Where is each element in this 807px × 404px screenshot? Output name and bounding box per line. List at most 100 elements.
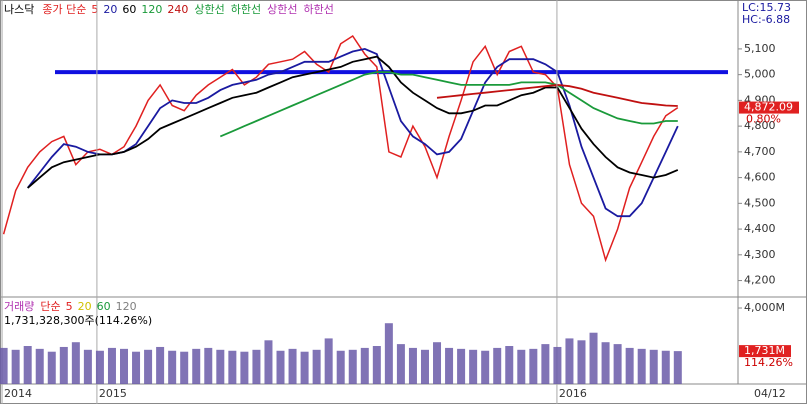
- legend-band: 하한선: [303, 2, 333, 16]
- y-tick-label: 5,100: [744, 42, 776, 55]
- y-tick-label: 4,000M: [744, 301, 785, 314]
- volume-bar: [589, 332, 598, 384]
- legend: 나스닥 종가 단순 5 20 60 120 240 상한선 하한선 상한선 하한선: [4, 2, 334, 16]
- volume-bar: [95, 350, 104, 384]
- legend-entry: 60: [97, 300, 111, 313]
- y-tick-label: 4,200: [744, 274, 776, 287]
- volume-bar: [577, 340, 586, 384]
- volume-bar: [408, 347, 417, 384]
- volume-bar: [23, 346, 32, 384]
- volume-bar: [505, 346, 514, 384]
- volume-bar: [192, 348, 201, 384]
- x-tick-label: 2015: [99, 387, 127, 400]
- volume-bar: [396, 344, 405, 384]
- volume-bar: [661, 350, 670, 384]
- volume-bar: [493, 347, 502, 384]
- volume-bar: [35, 348, 44, 384]
- volume-bar: [637, 348, 646, 384]
- volume-bar: [168, 350, 177, 384]
- volume-bar: [156, 346, 165, 384]
- volume-bar: [673, 351, 682, 384]
- legend-prefix: 단순: [40, 300, 60, 313]
- volume-bar: [613, 344, 622, 384]
- x-tick-label: 2016: [559, 387, 587, 400]
- date-label: 04/12: [754, 387, 786, 400]
- legend-title: 거래량: [4, 300, 34, 313]
- volume-bar: [541, 344, 550, 384]
- volume-text: 1,731,328,300주(114.26%): [4, 314, 152, 327]
- legend-entry: 20: [78, 300, 92, 313]
- volume-bar: [625, 347, 634, 384]
- volume-bar: [360, 347, 369, 384]
- volume-bar: [433, 342, 442, 384]
- lc-label: LC:15.73: [742, 1, 791, 14]
- change-label: 0.80%: [746, 113, 781, 126]
- legend-entry: 5: [91, 3, 98, 16]
- volume-bar: [276, 350, 285, 384]
- legend-entry: 240: [167, 3, 188, 16]
- y-tick-label: 5,000: [744, 68, 776, 81]
- volume-bar: [132, 351, 141, 384]
- hc-label: HC:-6.88: [742, 13, 790, 26]
- volume-bar: [204, 347, 213, 384]
- legend-title: 나스닥: [4, 3, 34, 16]
- volume-bar: [0, 347, 8, 384]
- legend-band: 하한선: [231, 2, 261, 16]
- volume-bar: [529, 348, 538, 384]
- y-tick-label: 4,600: [744, 171, 776, 184]
- legend-band: 상한선: [267, 3, 297, 16]
- series-line: [26, 47, 679, 218]
- price-label: 4,872.09: [744, 101, 793, 114]
- legend: 거래량 단순 5 20 60 120: [4, 300, 137, 313]
- volume-box: [739, 345, 791, 358]
- volume-bar: [300, 351, 309, 384]
- volume-bar: [481, 350, 490, 384]
- volume-bar: [457, 348, 466, 384]
- volume-bar: [348, 349, 357, 384]
- volume-bar: [264, 340, 273, 384]
- volume-bar: [107, 347, 116, 384]
- volume-bar: [445, 347, 454, 384]
- volume-bar: [83, 349, 92, 384]
- volume-bar: [565, 338, 574, 384]
- volume-bar: [120, 348, 129, 384]
- volume-bar: [601, 342, 610, 384]
- y-tick-label: 4,800: [744, 119, 776, 132]
- series-line: [219, 71, 678, 138]
- y-tick-label: 4,300: [744, 248, 776, 261]
- volume-bar: [228, 350, 237, 384]
- volume-bar: [252, 349, 261, 384]
- volume-bar: [71, 342, 80, 384]
- volume-bar: [324, 338, 333, 384]
- series-line: [2, 34, 679, 263]
- volume-bar: [420, 349, 429, 384]
- volume-label: 1,731M: [744, 344, 785, 357]
- legend-entry: 120: [116, 300, 137, 313]
- volume-bar: [336, 350, 345, 384]
- legend-entry: 20: [103, 3, 117, 16]
- volume-bar: [240, 351, 249, 384]
- volume-bar: [288, 348, 297, 384]
- legend-entry: 120: [141, 3, 162, 16]
- volume-bar: [469, 349, 478, 384]
- volume-bar: [553, 346, 562, 384]
- legend-entry: 60: [122, 3, 136, 16]
- legend-prefix: 종가 단순: [42, 3, 86, 16]
- legend-entry: 5: [66, 300, 73, 313]
- volume-bar: [144, 349, 153, 384]
- series-line: [27, 55, 679, 189]
- volume-bar: [180, 351, 189, 384]
- volume-bar: [372, 346, 381, 384]
- y-tick-label: 4,500: [744, 196, 776, 209]
- y-tick-label: 4,700: [744, 145, 776, 158]
- x-tick-label: 2014: [4, 387, 32, 400]
- volume-bar: [517, 349, 526, 384]
- legend-band: 상한선: [194, 3, 224, 16]
- volume-bar: [649, 349, 658, 384]
- y-tick-label: 4,400: [744, 222, 776, 235]
- volume-bar: [11, 349, 20, 384]
- ratio-label: 114.26%: [744, 356, 793, 369]
- price-box: [739, 101, 799, 114]
